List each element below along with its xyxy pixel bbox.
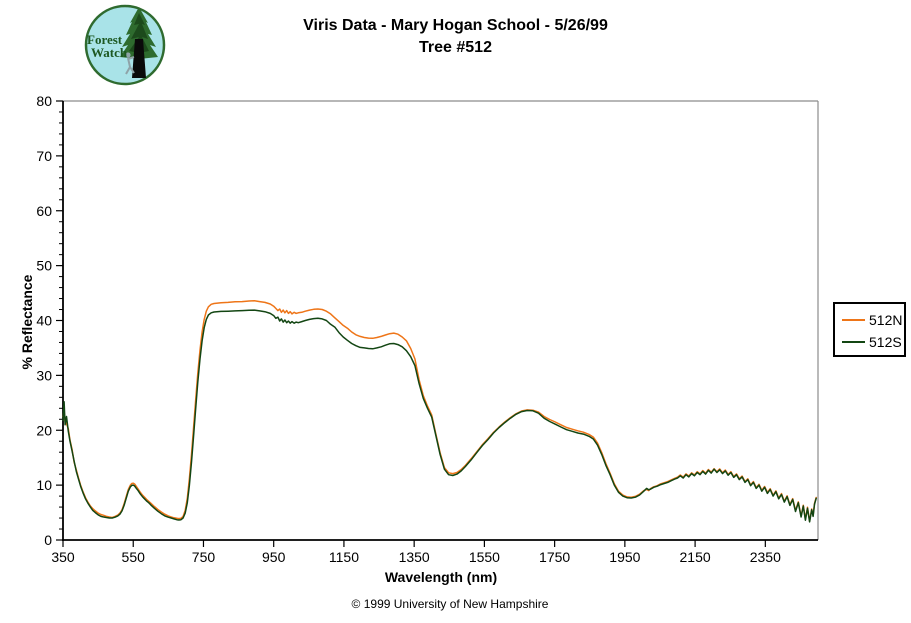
climber-icon — [125, 52, 135, 75]
copyright-note: © 1999 University of New Hampshire — [351, 597, 549, 611]
y-tick-label: 0 — [44, 532, 52, 548]
x-tick-label: 750 — [192, 549, 216, 565]
forest-watch-logo: Forest Watch — [84, 4, 166, 86]
x-axis-title: Wavelength (nm) — [384, 569, 498, 585]
x-tick-label: 1350 — [399, 549, 430, 565]
x-tick-label: 550 — [122, 549, 146, 565]
title-block: Viris Data - Mary Hogan School - 5/26/99… — [0, 15, 911, 59]
tree-trunk — [132, 39, 146, 78]
x-tick-label: 2350 — [750, 549, 781, 565]
y-tick-label: 30 — [36, 367, 52, 383]
y-tick-label: 20 — [36, 422, 52, 438]
legend-line-sample-512S — [842, 341, 865, 343]
legend-label-512S: 512S — [869, 334, 902, 350]
legend-item-512S: 512S — [842, 331, 904, 353]
x-tick-label: 1550 — [469, 549, 500, 565]
legend-label-512N: 512N — [869, 312, 903, 328]
legend-box: 512N 512S — [833, 302, 906, 357]
x-tick-label: 1150 — [329, 549, 359, 565]
y-tick-label: 60 — [36, 203, 52, 219]
y-tick-label: 70 — [36, 148, 52, 164]
pine-tree-icon — [120, 7, 158, 78]
x-tick-label: 950 — [262, 549, 286, 565]
y-tick-label: 50 — [36, 258, 52, 274]
legend-item-512N: 512N — [842, 309, 904, 331]
y-tick-label: 40 — [36, 313, 52, 329]
x-tick-label: 350 — [51, 549, 75, 565]
x-tick-label: 1950 — [609, 549, 640, 565]
series-path-512S — [62, 309, 817, 523]
legend-line-sample-512N — [842, 319, 865, 321]
chart-title-line1: Viris Data - Mary Hogan School - 5/26/99 — [303, 17, 608, 34]
logo-text-forest: Forest — [87, 32, 123, 47]
x-tick-label: 1750 — [539, 549, 570, 565]
y-axis-title: % Reflectance — [19, 274, 35, 370]
y-tick-label: 10 — [36, 477, 52, 493]
chart-title-line2: Tree #512 — [419, 39, 492, 56]
y-tick-label: 80 — [36, 93, 52, 109]
pine-foliage-shadow — [129, 13, 149, 53]
x-tick-label: 2150 — [680, 549, 711, 565]
logo-text-watch: Watch — [91, 45, 128, 60]
series-path-512N — [62, 299, 817, 522]
